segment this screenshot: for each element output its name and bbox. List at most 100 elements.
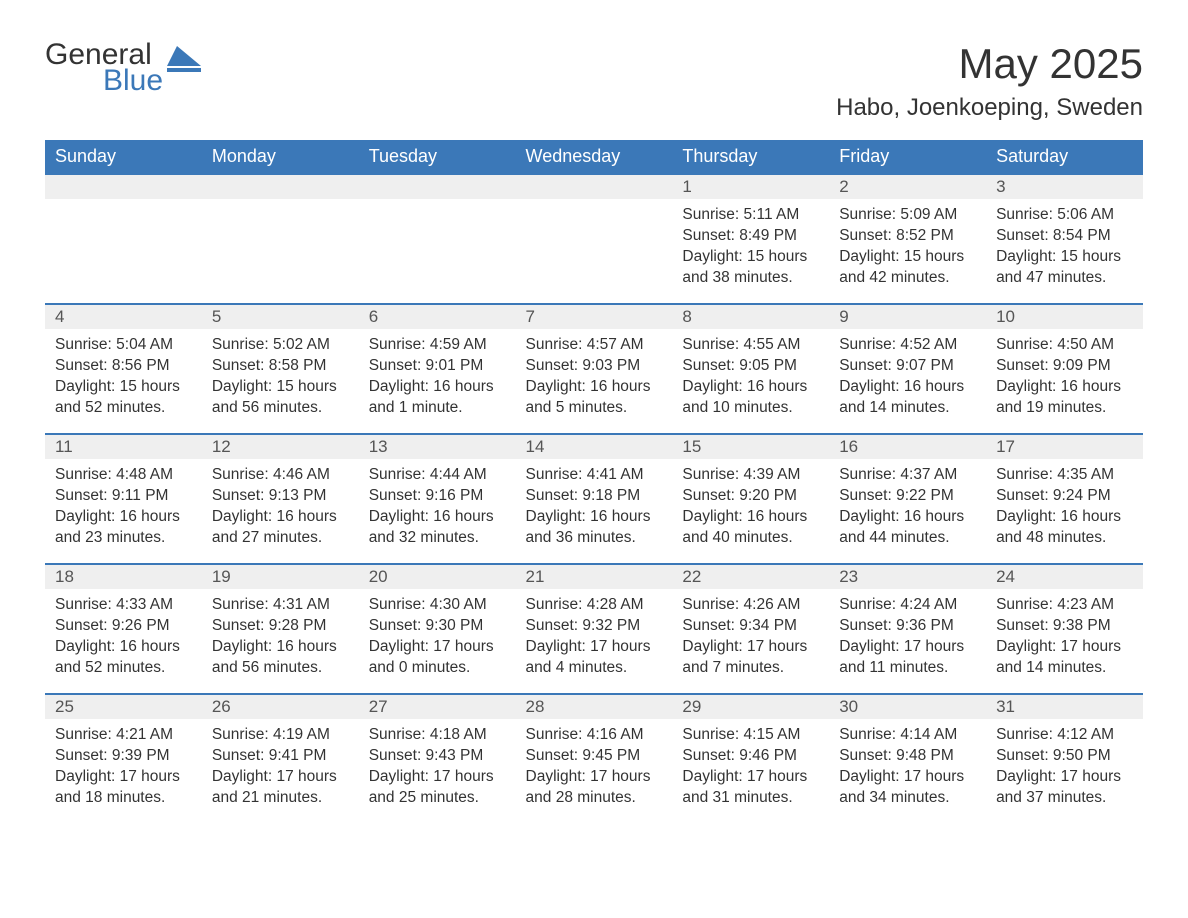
calendar-cell: 2Sunrise: 5:09 AMSunset: 8:52 PMDaylight… bbox=[829, 174, 986, 304]
sunset-text: Sunset: 9:41 PM bbox=[212, 746, 349, 767]
day-header: Tuesday bbox=[359, 140, 516, 174]
day-number bbox=[45, 175, 202, 199]
day-number: 27 bbox=[359, 695, 516, 719]
day-body: Sunrise: 4:16 AMSunset: 9:45 PMDaylight:… bbox=[516, 719, 673, 823]
calendar-cell bbox=[202, 174, 359, 304]
day-number: 12 bbox=[202, 435, 359, 459]
sunset-text: Sunset: 9:39 PM bbox=[55, 746, 192, 767]
day-body: Sunrise: 4:59 AMSunset: 9:01 PMDaylight:… bbox=[359, 329, 516, 433]
sunrise-text: Sunrise: 4:16 AM bbox=[526, 725, 663, 746]
day-number: 15 bbox=[672, 435, 829, 459]
sunset-text: Sunset: 9:16 PM bbox=[369, 486, 506, 507]
day-number: 10 bbox=[986, 305, 1143, 329]
sunrise-text: Sunrise: 5:11 AM bbox=[682, 205, 819, 226]
day-header: Friday bbox=[829, 140, 986, 174]
day-body: Sunrise: 4:26 AMSunset: 9:34 PMDaylight:… bbox=[672, 589, 829, 693]
day-number: 19 bbox=[202, 565, 359, 589]
calendar-cell: 16Sunrise: 4:37 AMSunset: 9:22 PMDayligh… bbox=[829, 434, 986, 564]
calendar-cell: 6Sunrise: 4:59 AMSunset: 9:01 PMDaylight… bbox=[359, 304, 516, 434]
day-body: Sunrise: 5:04 AMSunset: 8:56 PMDaylight:… bbox=[45, 329, 202, 433]
day-body: Sunrise: 4:15 AMSunset: 9:46 PMDaylight:… bbox=[672, 719, 829, 823]
day-body: Sunrise: 5:11 AMSunset: 8:49 PMDaylight:… bbox=[672, 199, 829, 303]
calendar-cell: 19Sunrise: 4:31 AMSunset: 9:28 PMDayligh… bbox=[202, 564, 359, 694]
daylight-text: Daylight: 16 hours and 48 minutes. bbox=[996, 507, 1133, 549]
day-header: Sunday bbox=[45, 140, 202, 174]
calendar-cell: 23Sunrise: 4:24 AMSunset: 9:36 PMDayligh… bbox=[829, 564, 986, 694]
calendar-cell: 21Sunrise: 4:28 AMSunset: 9:32 PMDayligh… bbox=[516, 564, 673, 694]
calendar-cell: 10Sunrise: 4:50 AMSunset: 9:09 PMDayligh… bbox=[986, 304, 1143, 434]
sunrise-text: Sunrise: 4:44 AM bbox=[369, 465, 506, 486]
day-body: Sunrise: 5:02 AMSunset: 8:58 PMDaylight:… bbox=[202, 329, 359, 433]
day-body bbox=[45, 199, 202, 289]
calendar-cell: 27Sunrise: 4:18 AMSunset: 9:43 PMDayligh… bbox=[359, 694, 516, 823]
day-number bbox=[202, 175, 359, 199]
day-body: Sunrise: 4:46 AMSunset: 9:13 PMDaylight:… bbox=[202, 459, 359, 563]
sunset-text: Sunset: 9:50 PM bbox=[996, 746, 1133, 767]
day-number: 6 bbox=[359, 305, 516, 329]
sunrise-text: Sunrise: 4:50 AM bbox=[996, 335, 1133, 356]
calendar-cell: 22Sunrise: 4:26 AMSunset: 9:34 PMDayligh… bbox=[672, 564, 829, 694]
sunset-text: Sunset: 8:52 PM bbox=[839, 226, 976, 247]
sunrise-text: Sunrise: 4:41 AM bbox=[526, 465, 663, 486]
day-number: 17 bbox=[986, 435, 1143, 459]
daylight-text: Daylight: 16 hours and 1 minute. bbox=[369, 377, 506, 419]
day-number: 26 bbox=[202, 695, 359, 719]
day-body: Sunrise: 4:55 AMSunset: 9:05 PMDaylight:… bbox=[672, 329, 829, 433]
calendar-row: 18Sunrise: 4:33 AMSunset: 9:26 PMDayligh… bbox=[45, 564, 1143, 694]
sunset-text: Sunset: 8:54 PM bbox=[996, 226, 1133, 247]
day-number: 9 bbox=[829, 305, 986, 329]
daylight-text: Daylight: 17 hours and 14 minutes. bbox=[996, 637, 1133, 679]
day-number: 28 bbox=[516, 695, 673, 719]
day-body: Sunrise: 4:21 AMSunset: 9:39 PMDaylight:… bbox=[45, 719, 202, 823]
daylight-text: Daylight: 17 hours and 25 minutes. bbox=[369, 767, 506, 809]
sunrise-text: Sunrise: 4:33 AM bbox=[55, 595, 192, 616]
sunrise-text: Sunrise: 5:02 AM bbox=[212, 335, 349, 356]
day-number: 20 bbox=[359, 565, 516, 589]
sunset-text: Sunset: 9:48 PM bbox=[839, 746, 976, 767]
sunrise-text: Sunrise: 4:26 AM bbox=[682, 595, 819, 616]
day-number: 31 bbox=[986, 695, 1143, 719]
day-body: Sunrise: 4:18 AMSunset: 9:43 PMDaylight:… bbox=[359, 719, 516, 823]
sunset-text: Sunset: 9:46 PM bbox=[682, 746, 819, 767]
sunset-text: Sunset: 9:26 PM bbox=[55, 616, 192, 637]
sunrise-text: Sunrise: 4:57 AM bbox=[526, 335, 663, 356]
sunrise-text: Sunrise: 5:04 AM bbox=[55, 335, 192, 356]
calendar-cell: 7Sunrise: 4:57 AMSunset: 9:03 PMDaylight… bbox=[516, 304, 673, 434]
daylight-text: Daylight: 15 hours and 42 minutes. bbox=[839, 247, 976, 289]
daylight-text: Daylight: 16 hours and 32 minutes. bbox=[369, 507, 506, 549]
calendar-cell: 3Sunrise: 5:06 AMSunset: 8:54 PMDaylight… bbox=[986, 174, 1143, 304]
day-body: Sunrise: 4:35 AMSunset: 9:24 PMDaylight:… bbox=[986, 459, 1143, 563]
sunset-text: Sunset: 9:38 PM bbox=[996, 616, 1133, 637]
sunset-text: Sunset: 9:32 PM bbox=[526, 616, 663, 637]
day-number: 5 bbox=[202, 305, 359, 329]
sunset-text: Sunset: 9:18 PM bbox=[526, 486, 663, 507]
daylight-text: Daylight: 17 hours and 28 minutes. bbox=[526, 767, 663, 809]
day-number: 3 bbox=[986, 175, 1143, 199]
sunset-text: Sunset: 9:01 PM bbox=[369, 356, 506, 377]
calendar-cell bbox=[516, 174, 673, 304]
sunset-text: Sunset: 8:49 PM bbox=[682, 226, 819, 247]
calendar-cell: 17Sunrise: 4:35 AMSunset: 9:24 PMDayligh… bbox=[986, 434, 1143, 564]
calendar-cell: 31Sunrise: 4:12 AMSunset: 9:50 PMDayligh… bbox=[986, 694, 1143, 823]
calendar-cell: 29Sunrise: 4:15 AMSunset: 9:46 PMDayligh… bbox=[672, 694, 829, 823]
sunrise-text: Sunrise: 4:39 AM bbox=[682, 465, 819, 486]
day-number: 14 bbox=[516, 435, 673, 459]
day-body: Sunrise: 4:28 AMSunset: 9:32 PMDaylight:… bbox=[516, 589, 673, 693]
day-body: Sunrise: 4:50 AMSunset: 9:09 PMDaylight:… bbox=[986, 329, 1143, 433]
daylight-text: Daylight: 16 hours and 36 minutes. bbox=[526, 507, 663, 549]
calendar-cell: 1Sunrise: 5:11 AMSunset: 8:49 PMDaylight… bbox=[672, 174, 829, 304]
calendar-cell: 26Sunrise: 4:19 AMSunset: 9:41 PMDayligh… bbox=[202, 694, 359, 823]
day-number: 2 bbox=[829, 175, 986, 199]
daylight-text: Daylight: 16 hours and 27 minutes. bbox=[212, 507, 349, 549]
day-body: Sunrise: 4:23 AMSunset: 9:38 PMDaylight:… bbox=[986, 589, 1143, 693]
daylight-text: Daylight: 16 hours and 40 minutes. bbox=[682, 507, 819, 549]
calendar-cell: 11Sunrise: 4:48 AMSunset: 9:11 PMDayligh… bbox=[45, 434, 202, 564]
daylight-text: Daylight: 16 hours and 52 minutes. bbox=[55, 637, 192, 679]
daylight-text: Daylight: 17 hours and 37 minutes. bbox=[996, 767, 1133, 809]
daylight-text: Daylight: 17 hours and 11 minutes. bbox=[839, 637, 976, 679]
sunset-text: Sunset: 9:13 PM bbox=[212, 486, 349, 507]
sunrise-text: Sunrise: 4:23 AM bbox=[996, 595, 1133, 616]
day-body: Sunrise: 4:30 AMSunset: 9:30 PMDaylight:… bbox=[359, 589, 516, 693]
calendar-cell: 5Sunrise: 5:02 AMSunset: 8:58 PMDaylight… bbox=[202, 304, 359, 434]
calendar-cell: 24Sunrise: 4:23 AMSunset: 9:38 PMDayligh… bbox=[986, 564, 1143, 694]
